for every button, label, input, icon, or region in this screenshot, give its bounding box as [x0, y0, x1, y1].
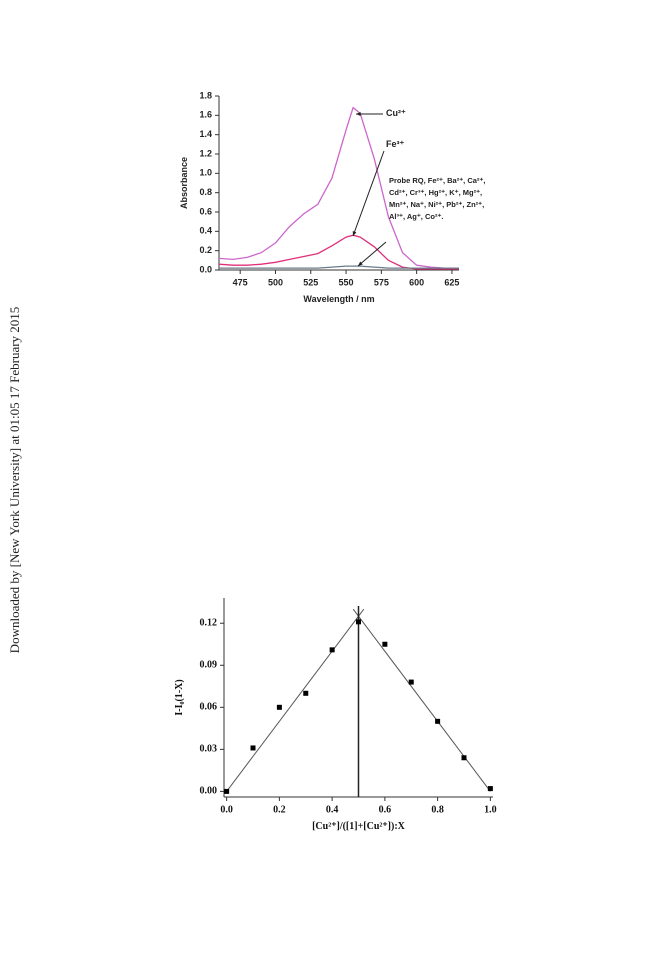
- y-tick-label: 0.03: [200, 744, 218, 755]
- x-tick-label: 0.0: [220, 804, 233, 815]
- point: [461, 755, 467, 761]
- series-line: [218, 234, 459, 270]
- x-tick-label: 0.2: [273, 804, 286, 815]
- y-tick-label: 0.8: [199, 187, 212, 197]
- x-tick-label: 0.6: [379, 804, 392, 815]
- x-tick-label: 550: [339, 277, 354, 287]
- watermark: Downloaded by [New York University] at 0…: [7, 307, 22, 654]
- y-tick-label: 1.6: [199, 110, 212, 120]
- chart: 0.00 0.03 0.06 0.09 0.12 0.0 0.2 0.4 0.6 0.8 1.0 [C…: [174, 598, 497, 832]
- x-tick-label: 0.4: [326, 804, 339, 815]
- y-tick-label: 0.2: [199, 245, 212, 255]
- y-tick-label: 0.06: [200, 702, 218, 713]
- point: [276, 704, 282, 710]
- x-tick-label: 575: [374, 277, 389, 287]
- point: [329, 647, 335, 653]
- annotation-arrow: [357, 241, 387, 267]
- x-tick-label: 600: [409, 277, 424, 287]
- fit-line: [352, 608, 491, 792]
- x-tick-label: 475: [233, 277, 248, 287]
- y-tick-label: 1.4: [199, 129, 212, 139]
- y-tick-label: 1.8: [199, 90, 212, 100]
- annotation-box: Probe RQ, Fe²⁺, Ba²⁺, Ca²⁺, Cd²⁺, Cr³⁺, …: [389, 176, 486, 221]
- point: [356, 619, 361, 625]
- y-tick-label: 0.4: [199, 226, 212, 236]
- x-tick-label: 1.0: [484, 804, 497, 815]
- point: [382, 641, 388, 647]
- x-axis-title: [Cu²⁺]/([1]+[Cu²⁺]):X: [312, 821, 406, 832]
- x-axis-title: Wavelength / nm: [303, 294, 374, 304]
- point: [435, 718, 441, 724]
- x-tick-label: 625: [444, 277, 459, 287]
- arrow-head: [356, 112, 361, 116]
- arrow-head: [358, 261, 363, 266]
- fit-line: [226, 608, 365, 792]
- series-line: [218, 106, 459, 269]
- annotation: Probe RQ, Fe²⁺, Ba²⁺, Ca²⁺, Cd²⁺, Cr³⁺, …: [389, 176, 486, 221]
- series-line: [219, 265, 459, 269]
- y-tick-label: 1.0: [199, 168, 212, 178]
- y-axis-title: I-I₀(1-X): [174, 679, 185, 715]
- point: [408, 679, 414, 685]
- annotation: Cu²⁺: [386, 108, 406, 118]
- annotation-arrow: [352, 150, 385, 237]
- y-tick-label: 0.0: [199, 264, 212, 274]
- y-tick-label: 1.2: [199, 148, 212, 158]
- y-tick-label: 0.00: [200, 786, 218, 797]
- point: [224, 788, 230, 794]
- point: [487, 786, 493, 792]
- y-tick-label: 0.09: [200, 660, 218, 671]
- x-tick-label: 0.8: [431, 804, 444, 815]
- x-tick-label: 525: [303, 277, 318, 287]
- chart: 0.0 0.2 0.4 0.6 0.8 1.0 1.2 1.4 1.6 1.8 475 500 525 5…: [179, 90, 486, 304]
- y-axis-title: Absorbance: [179, 157, 189, 209]
- arrow-head: [352, 231, 357, 236]
- y-tick-label: 0.12: [200, 618, 218, 629]
- point: [250, 745, 256, 751]
- x-tick-label: 500: [268, 277, 283, 287]
- annotation: Fe³⁺: [386, 139, 405, 149]
- point: [303, 690, 309, 696]
- y-tick-label: 0.6: [199, 206, 212, 216]
